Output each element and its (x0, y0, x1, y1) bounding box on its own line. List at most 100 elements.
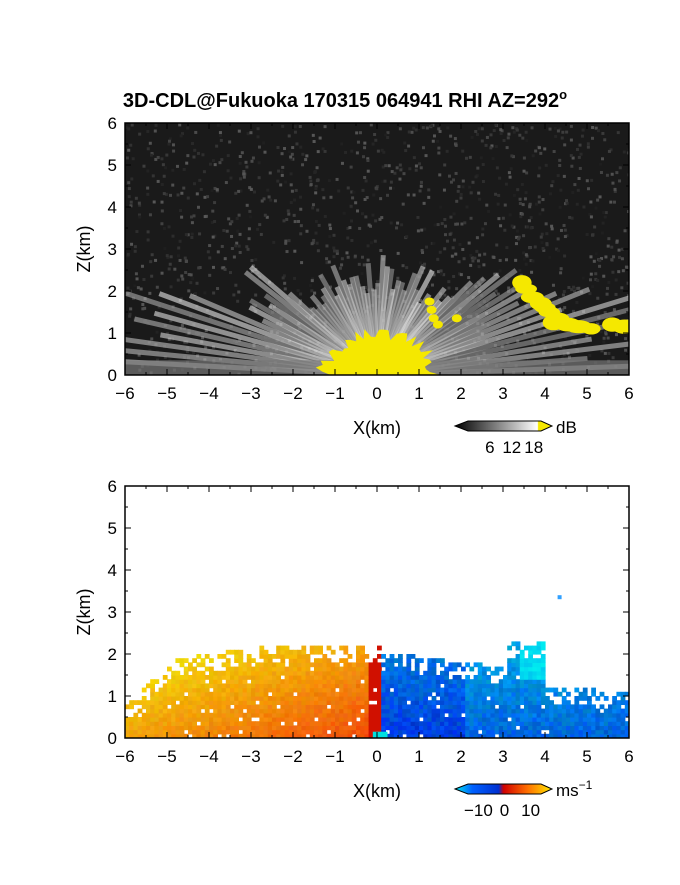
noise-speckle (150, 152, 154, 156)
velocity-pixel (599, 733, 605, 738)
velocity-pixel (200, 679, 206, 684)
velocity-pixel (146, 733, 151, 738)
noise-speckle (410, 130, 414, 134)
noise-speckle (454, 252, 458, 256)
velocity-pixel (179, 658, 185, 663)
velocity-pixel (524, 683, 529, 689)
velocity-pixel (347, 712, 353, 718)
velocity-pixel (507, 733, 512, 738)
noise-speckle (387, 164, 391, 168)
velocity-pixel (133, 733, 139, 738)
noise-speckle (416, 288, 420, 292)
velocity-pixel (469, 729, 475, 735)
noise-speckle (603, 351, 607, 355)
velocity-pixel (309, 696, 315, 701)
velocity-pixel (171, 704, 176, 710)
velocity-pixel (503, 733, 508, 738)
noise-speckle (459, 192, 463, 196)
noise-speckle (569, 124, 573, 128)
velocity-pixel (557, 733, 563, 738)
velocity-pixel (389, 679, 395, 684)
noise-speckle (594, 206, 598, 210)
noise-speckle (311, 203, 315, 207)
noise-speckle (150, 253, 154, 257)
velocity-pixel (192, 729, 197, 735)
noise-speckle (372, 193, 376, 197)
velocity-pixel (276, 691, 281, 697)
velocity-pixel (314, 712, 319, 718)
noise-speckle (400, 166, 404, 170)
noise-speckle (469, 263, 473, 267)
velocity-pixel (137, 700, 143, 705)
velocity-pixel (263, 708, 269, 714)
velocity-pixel (179, 662, 185, 668)
noise-speckle (128, 312, 132, 316)
noise-speckle (603, 311, 607, 315)
noise-speckle (142, 164, 146, 168)
noise-speckle (284, 241, 288, 245)
velocity-pixel (511, 717, 517, 722)
velocity-pixel (515, 712, 521, 718)
velocity-pixel (561, 721, 567, 726)
noise-speckle (565, 234, 569, 238)
velocity-pixel (414, 687, 420, 693)
noise-speckle (160, 209, 164, 213)
velocity-pixel (251, 712, 256, 718)
noise-speckle (427, 195, 431, 199)
velocity-pixel (511, 666, 517, 672)
velocity-pixel (385, 725, 391, 731)
velocity-pixel (225, 704, 231, 710)
noise-speckle (436, 223, 440, 227)
velocity-pixel (456, 691, 462, 697)
noise-speckle (454, 143, 458, 147)
noise-speckle (284, 180, 288, 184)
velocity-pixel (217, 696, 223, 701)
noise-speckle (247, 237, 251, 241)
velocity-pixel (427, 712, 433, 718)
velocity-pixel (519, 679, 525, 684)
velocity-pixel (440, 691, 445, 697)
noise-speckle (585, 179, 589, 183)
velocity-pixel (381, 717, 386, 722)
noise-speckle (171, 183, 175, 187)
velocity-pixel (230, 679, 235, 684)
velocity-pixel (297, 733, 302, 738)
velocity-pixel (389, 708, 395, 714)
velocity-pixel (263, 717, 269, 722)
velocity-pixel (440, 700, 445, 705)
velocity-pixel (179, 729, 185, 735)
velocity-pixel (524, 658, 529, 663)
velocity-pixel (209, 704, 214, 710)
noise-speckle (516, 296, 520, 300)
velocity-pixel (225, 679, 231, 684)
noise-speckle (533, 245, 537, 249)
noise-speckle (332, 255, 336, 259)
velocity-pixel (280, 712, 286, 718)
velocity-pixel (364, 696, 370, 701)
velocity-pixel (293, 725, 298, 731)
velocity-pixel (448, 721, 454, 726)
noise-speckle (371, 213, 375, 217)
noise-speckle (383, 179, 387, 183)
velocity-pixel (356, 658, 361, 663)
velocity-pixel (183, 687, 189, 693)
velocity-pixel (209, 666, 214, 672)
velocity-pixel (129, 704, 134, 710)
velocity-pixel (322, 691, 328, 697)
velocity-pixel (276, 725, 281, 731)
velocity-pixel (389, 712, 395, 718)
velocity-pixel (360, 696, 365, 701)
noise-speckle (551, 180, 555, 184)
velocity-pixel (192, 675, 197, 680)
noise-speckle (281, 276, 285, 280)
noise-speckle (386, 131, 390, 135)
noise-speckle (465, 205, 469, 209)
velocity-pixel (402, 725, 407, 731)
velocity-pixel (326, 666, 332, 672)
velocity-pixel (339, 708, 344, 714)
noise-speckle (163, 246, 167, 250)
velocity-pixel (175, 729, 181, 735)
velocity-pixel (410, 725, 416, 731)
noise-speckle (250, 159, 254, 163)
velocity-pixel (595, 721, 601, 726)
